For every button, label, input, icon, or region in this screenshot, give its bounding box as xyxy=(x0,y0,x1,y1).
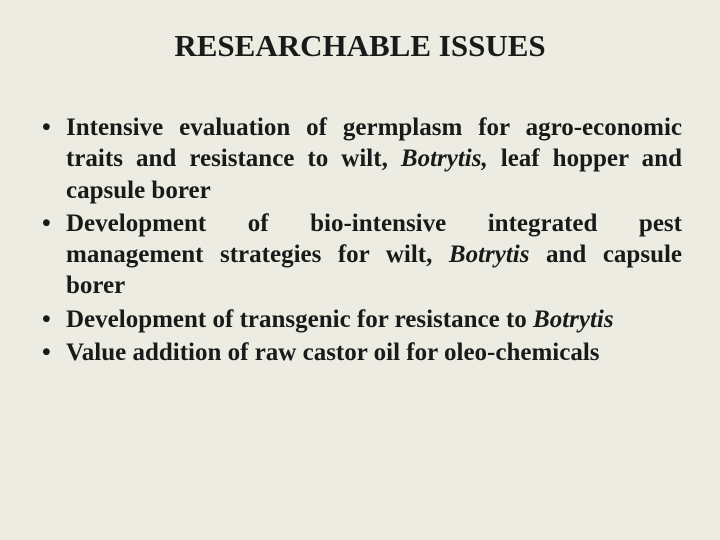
italic-text: Botrytis xyxy=(449,241,530,268)
bullet-item: Intensive evaluation of germplasm for ag… xyxy=(38,112,682,206)
bullet-item: Development of transgenic for resistance… xyxy=(38,304,682,335)
italic-text: Botrytis xyxy=(533,306,614,333)
slide-title: RESEARCHABLE ISSUES xyxy=(38,28,682,64)
italic-text: Botrytis, xyxy=(401,145,488,172)
bullet-item: Development of bio-intensive integrated … xyxy=(38,208,682,302)
slide-container: RESEARCHABLE ISSUES Intensive evaluation… xyxy=(0,0,720,540)
body-text: Value addition of raw castor oil for ole… xyxy=(66,339,600,366)
bullet-list: Intensive evaluation of germplasm for ag… xyxy=(38,112,682,368)
body-text: Development of transgenic for resistance… xyxy=(66,306,533,333)
bullet-item: Value addition of raw castor oil for ole… xyxy=(38,337,682,368)
